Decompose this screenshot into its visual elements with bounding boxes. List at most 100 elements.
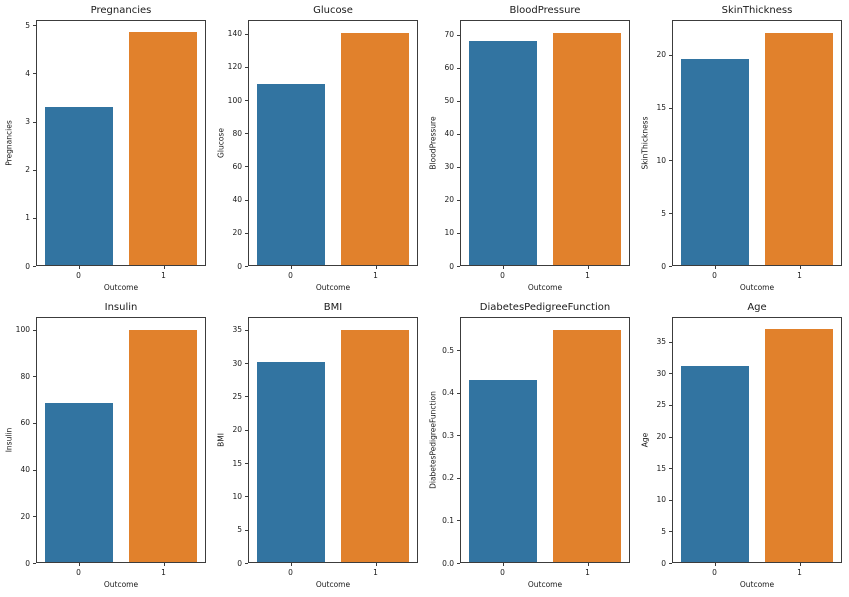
y-tick-label: 20 (656, 50, 666, 60)
y-tick-label: 100 (15, 325, 30, 335)
x-tick-label: 0 (712, 568, 717, 577)
x-tick-label: 0 (288, 568, 293, 577)
y-tick-label: 0 (449, 261, 454, 271)
y-tick-mark (457, 392, 460, 394)
x-tick-mark (714, 266, 716, 269)
y-tick-label: 0.2 (442, 473, 454, 483)
x-tick-label: 1 (797, 568, 802, 577)
bar-outcome-0 (469, 380, 537, 562)
y-tick-mark (457, 67, 460, 69)
y-tick-mark (669, 266, 672, 267)
plot-area (36, 317, 206, 563)
x-axis-label: Outcome (739, 283, 775, 292)
x-tick-label: 1 (161, 568, 166, 577)
y-tick-label: 0 (237, 261, 242, 271)
bar-outcome-0 (469, 41, 537, 265)
y-tick-mark (245, 463, 248, 464)
y-tick-mark (245, 232, 248, 234)
x-tick-label: 0 (76, 271, 81, 280)
subplot-bmi: BMI BMI 0 5 10 15 20 25 30 35 0 1 Outcome (212, 297, 424, 597)
y-tick-mark (245, 33, 248, 35)
y-tick-mark (457, 133, 460, 135)
y-tick-label: 60 (444, 63, 454, 73)
x-axis-label: Outcome (103, 580, 139, 589)
bar-outcome-1 (553, 32, 621, 265)
y-tick-mark (457, 435, 460, 437)
y-tick-mark (33, 266, 36, 267)
y-tick-label: 20 (20, 511, 30, 521)
bar-outcome-1 (553, 329, 621, 562)
y-tick-label: 20 (444, 195, 454, 205)
y-tick-label: 2 (25, 165, 30, 175)
subplot-skinthickness: SkinThickness SkinThickness 0 5 10 15 20 0 1 Outc… (636, 0, 849, 297)
x-axis-label: Outcome (315, 283, 351, 292)
y-tick-label: 30 (656, 368, 666, 378)
x-tick-label: 1 (161, 271, 166, 280)
plot-area (36, 20, 206, 266)
y-tick-label: 60 (20, 418, 30, 428)
y-tick-mark (669, 404, 672, 406)
y-tick-mark (457, 477, 460, 479)
y-tick-mark (245, 133, 248, 135)
x-axis-label: Outcome (103, 283, 139, 292)
x-tick-label: 1 (373, 271, 378, 280)
x-tick-mark (502, 563, 504, 566)
y-tick-label: 35 (656, 337, 666, 347)
y-tick-mark (33, 329, 36, 331)
y-tick-mark (33, 169, 36, 171)
y-tick-label: 4 (25, 68, 30, 78)
y-tick-mark (245, 329, 248, 331)
y-tick-label: 0.5 (442, 345, 454, 355)
bar-outcome-1 (765, 329, 833, 562)
y-tick-mark (669, 341, 672, 343)
x-axis-label: Outcome (739, 580, 775, 589)
y-tick-label: 50 (444, 96, 454, 106)
x-tick-mark (502, 266, 504, 269)
y-tick-mark (669, 563, 672, 564)
y-tick-label: 25 (232, 391, 242, 401)
y-tick-label: 25 (656, 400, 666, 410)
y-tick-label: 40 (20, 465, 30, 475)
y-tick-mark (457, 100, 460, 102)
y-tick-mark (245, 563, 248, 564)
y-tick-mark (669, 436, 672, 438)
x-tick-mark (163, 266, 165, 269)
subplot-diabetespedigreefunction: DiabetesPedigreeFunction DiabetesPedigree… (424, 297, 636, 597)
plot-area (672, 317, 842, 563)
x-tick-label: 1 (585, 568, 590, 577)
y-tick-mark (669, 160, 672, 162)
bar-outcome-0 (681, 366, 749, 562)
chart-title: Insulin (104, 302, 138, 313)
y-axis-label: Pregnancies (4, 120, 14, 166)
x-tick-mark (163, 563, 165, 566)
y-tick-label: 0.3 (442, 430, 454, 440)
y-tick-mark (33, 376, 36, 378)
y-tick-mark (457, 520, 460, 522)
y-tick-label: 20 (232, 425, 242, 435)
y-tick-label: 5 (661, 208, 666, 218)
y-tick-mark (457, 199, 460, 201)
chart-title: DiabetesPedigreeFunction (479, 302, 611, 313)
y-tick-mark (33, 516, 36, 518)
y-tick-label: 80 (232, 128, 242, 138)
y-tick-mark (245, 266, 248, 267)
y-tick-label: 15 (232, 458, 242, 468)
y-tick-mark (33, 563, 36, 564)
y-tick-label: 0.1 (442, 515, 454, 525)
x-tick-label: 1 (797, 271, 802, 280)
plot-area (460, 20, 630, 266)
y-tick-mark (457, 563, 460, 564)
subplot-insulin: Insulin Insulin 0 20 40 60 80 100 0 1 Outcome (0, 297, 212, 597)
bar-outcome-0 (45, 402, 113, 562)
x-tick-mark (78, 266, 80, 269)
y-tick-mark (245, 529, 248, 531)
x-tick-label: 1 (373, 568, 378, 577)
y-tick-label: 20 (656, 432, 666, 442)
y-tick-label: 15 (656, 463, 666, 473)
y-tick-mark (669, 499, 672, 501)
subplot-age: Age Age 0 5 10 15 20 25 30 35 0 1 Outcome (636, 297, 849, 597)
y-tick-mark (457, 34, 460, 36)
chart-title: BMI (323, 302, 343, 313)
y-tick-label: 10 (232, 491, 242, 501)
